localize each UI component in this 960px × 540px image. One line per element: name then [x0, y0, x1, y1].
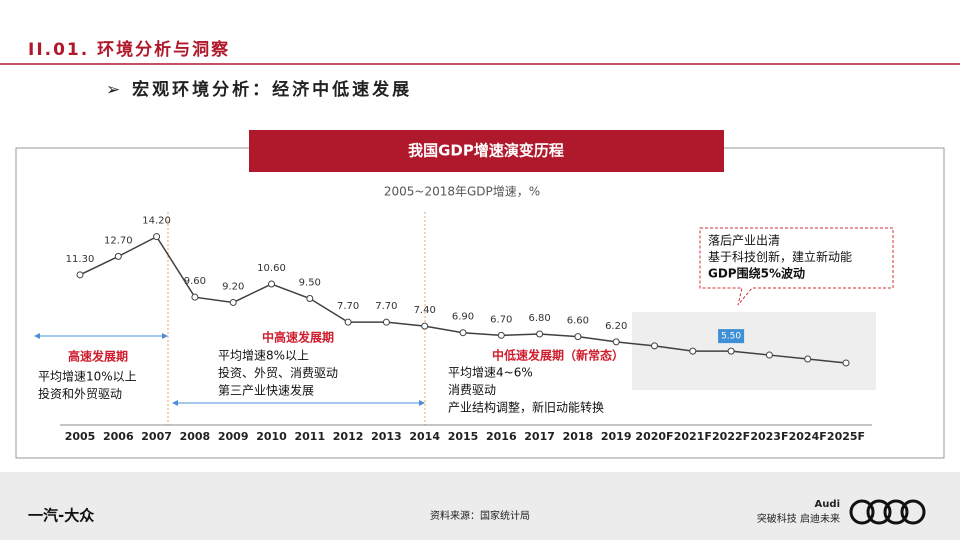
source-note: 资料来源：国家统计局: [430, 509, 530, 522]
period-title: 中高速发展期: [262, 330, 334, 345]
data-point: [191, 293, 199, 301]
chart-frame: [15, 147, 945, 459]
value-label: 5.50: [721, 332, 741, 342]
x-tick-label: 2018: [563, 430, 594, 443]
data-point: [497, 331, 505, 339]
x-tick-label: 2019: [601, 430, 632, 443]
data-point: [574, 333, 582, 341]
value-label: 14.20: [142, 216, 171, 227]
x-tick-label: 2011: [294, 430, 325, 443]
value-label: 7.70: [375, 301, 397, 312]
data-point: [229, 298, 237, 306]
chart-title: 我国GDP增速演变历程: [408, 142, 564, 160]
period-text: 投资、外贸、消费驱动: [218, 365, 338, 380]
data-point: [651, 342, 658, 350]
data-point: [536, 330, 544, 338]
data-point: [114, 252, 122, 260]
x-tick-label: 2009: [218, 430, 249, 443]
x-tick-label: 2012: [333, 430, 364, 443]
value-label: 12.70: [104, 235, 133, 246]
x-tick-label: 2022F: [712, 430, 750, 443]
data-point: [804, 355, 812, 363]
x-tick-label: 2008: [180, 430, 211, 443]
period-text: 产业结构调整，新旧动能转换: [448, 400, 604, 415]
x-tick-label: 2006: [103, 430, 134, 443]
x-tick-label: 2025F: [827, 430, 865, 443]
callout-text: 基于科技创新，建立新动能: [708, 249, 852, 264]
x-tick-label: 2024F: [789, 430, 827, 443]
callout-text: 落后产业出清: [708, 234, 780, 248]
value-label: 6.60: [567, 316, 589, 327]
data-point: [76, 271, 84, 279]
value-label: 6.70: [490, 314, 512, 325]
period-text: 投资和外贸驱动: [38, 386, 122, 401]
chart-subtitle: 2005~2018年GDP增速，%: [384, 185, 540, 199]
x-tick-label: 2005: [65, 430, 96, 443]
slogan: 突破科技 启迪未来: [757, 512, 840, 525]
period-text: 平均增速4~6%: [448, 366, 533, 380]
period-text: 平均增速8%以上: [218, 349, 309, 363]
data-point: [153, 233, 161, 241]
footer-band: [0, 472, 960, 540]
value-label: 6.80: [528, 313, 550, 324]
value-label: 10.60: [257, 263, 286, 274]
value-label: 11.30: [66, 254, 95, 265]
data-point: [689, 347, 697, 355]
title-banner: [249, 130, 724, 172]
data-point: [306, 295, 314, 302]
x-tick-label: 2015: [448, 430, 479, 443]
x-tick-label: 2021F: [674, 430, 712, 443]
period-text: 消费驱动: [448, 383, 496, 397]
x-tick-label: 2017: [524, 430, 555, 443]
data-point: [459, 329, 467, 337]
value-label: 9.60: [184, 276, 206, 287]
data-point: [344, 318, 352, 326]
logo-text: 一汽-大众: [28, 507, 94, 525]
brand-name: Audi: [815, 499, 840, 510]
x-tick-label: 2010: [256, 430, 287, 443]
value-label: 7.70: [337, 301, 359, 312]
header-title: II.01. 环境分析与洞察: [28, 39, 230, 60]
callout-text: GDP围绕5%波动: [708, 266, 805, 281]
forecast-shade: [632, 312, 876, 390]
value-label: 6.90: [452, 312, 474, 323]
period-text: 第三产业快速发展: [218, 383, 314, 398]
x-tick-label: 2013: [371, 430, 402, 443]
period-title: 高速发展期: [68, 349, 128, 364]
data-point: [842, 359, 850, 367]
x-tick-label: 2016: [486, 430, 517, 443]
data-point: [268, 280, 275, 288]
data-point: [421, 322, 429, 330]
x-tick-label: 2014: [409, 430, 440, 443]
x-tick-label: 2020F: [635, 430, 673, 443]
callout-box: [699, 227, 894, 306]
audi-rings: [849, 499, 926, 525]
value-label-box: [718, 329, 745, 344]
period-title: 中低速发展期（新常态）: [492, 348, 624, 363]
data-point: [727, 347, 735, 355]
value-label: 9.50: [299, 278, 321, 289]
value-label: 9.20: [222, 281, 244, 292]
period-text: 平均增速10%以上: [38, 370, 137, 384]
header-subtitle: ➢ 宏观环境分析：经济中低速发展: [106, 79, 412, 100]
data-point: [382, 318, 390, 326]
value-label: 7.40: [414, 305, 436, 316]
x-tick-label: 2007: [141, 430, 172, 443]
data-point: [765, 351, 773, 359]
value-label: 6.20: [605, 321, 627, 332]
data-point: [612, 338, 620, 346]
period-arrows: [34, 333, 425, 406]
x-tick-label: 2023F: [750, 430, 788, 443]
